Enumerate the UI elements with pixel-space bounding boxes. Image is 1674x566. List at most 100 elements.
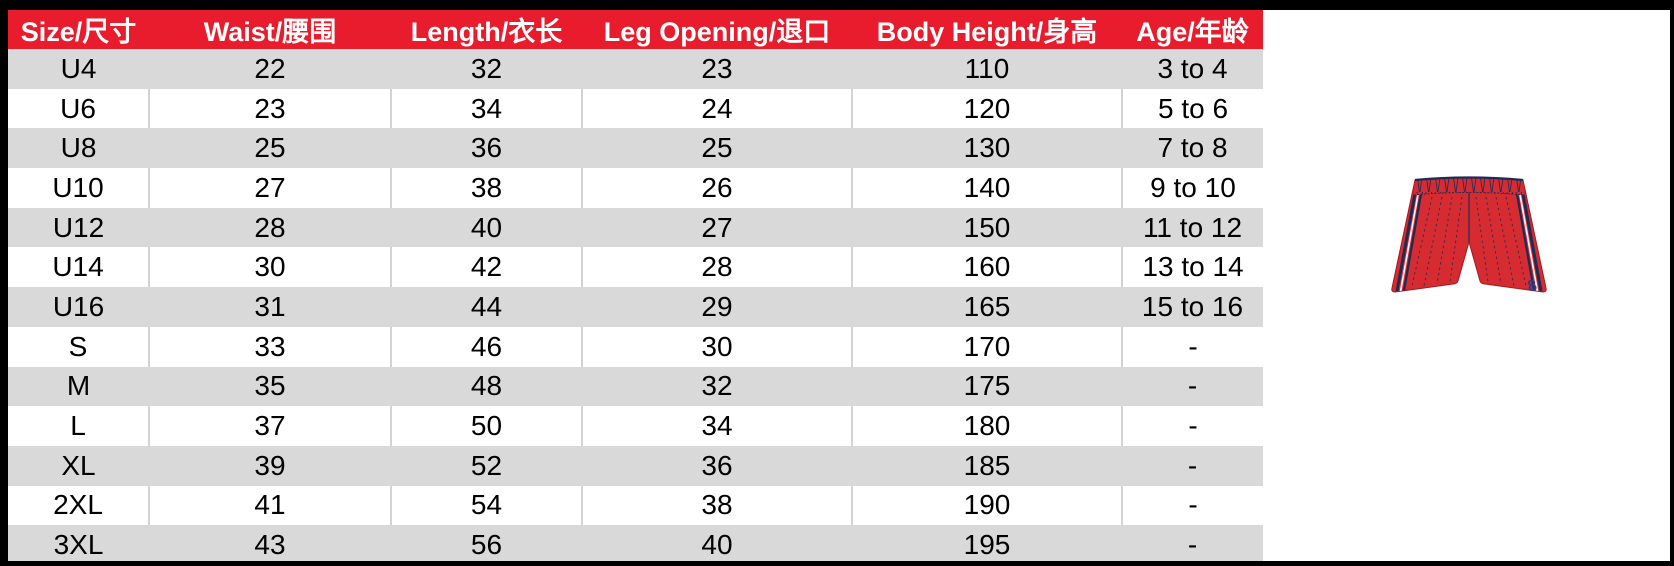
table-cell-age: - [1187, 529, 1198, 561]
table-cell-body-height: 150 [963, 211, 1011, 243]
table-cell-age: 15 to 16 [1141, 290, 1244, 322]
table-row: U14 30 42 28 160 13 to 14 [8, 247, 1263, 288]
table-cell-body-height: 185 [963, 449, 1011, 481]
table-cell-leg-opening: 27 [701, 211, 733, 243]
table-cell-length: 48 [470, 370, 503, 402]
table-row: M 35 48 32 175 - [8, 366, 1263, 407]
table-cell-leg-opening: 23 [701, 52, 733, 84]
table-cell-waist: 35 [254, 370, 286, 402]
table-cell-waist: 27 [149, 168, 392, 208]
table-cell-leg-opening: 32 [701, 370, 733, 402]
size-chart-table: Size/尺寸 Waist/腰围 Length/衣长 Leg Opening/退口 Bo… [8, 10, 1263, 561]
table-cell-length: 34 [391, 88, 583, 129]
column-header-leg-opening: Leg Opening/退口 [582, 10, 852, 49]
table-cell-size: M [66, 370, 91, 402]
table-cell-age: - [1187, 449, 1198, 481]
table-cell-leg-opening: 28 [582, 247, 853, 288]
table-cell-body-height: 130 [963, 132, 1011, 164]
column-header-length: Length/衣长 [391, 10, 582, 49]
table-cell-leg-opening: 40 [701, 529, 733, 561]
shorts-illustration: 8 [1391, 176, 1547, 296]
table-row: U8 25 36 25 130 7 to 8 [8, 128, 1263, 169]
table-cell-body-height: 120 [852, 88, 1123, 129]
table-cell-size: L [8, 406, 150, 446]
shorts-side-stripes [1395, 179, 1543, 292]
table-row: U12 28 40 27 150 11 to 12 [8, 207, 1263, 248]
table-cell-size: S [8, 326, 150, 367]
table-cell-length: 42 [391, 247, 583, 288]
header-row: Size/尺寸 Waist/腰围 Length/衣长 Leg Opening/退口 Bo… [8, 10, 1263, 49]
table-cell-body-height: 170 [852, 326, 1123, 367]
table-cell-leg-opening: 30 [582, 326, 853, 367]
table-cell-size: U4 [60, 52, 97, 84]
table-cell-age: - [1188, 330, 1198, 362]
table-cell-leg-opening: 26 [582, 168, 853, 208]
table-cell-leg-opening: 25 [701, 132, 733, 164]
shorts-waistband [1413, 177, 1525, 196]
table-row: U6 23 34 24 120 5 to 6 [8, 88, 1263, 129]
table-cell-body-height: 140 [852, 168, 1123, 208]
table-cell-length: 56 [470, 529, 503, 561]
table-cell-body-height: 180 [852, 406, 1123, 446]
table-cell-length: 40 [470, 211, 503, 243]
table-cell-length: 38 [391, 168, 583, 208]
table-cell-waist: 22 [254, 52, 286, 84]
table-cell-waist: 33 [149, 326, 392, 367]
table-cell-waist: 23 [149, 88, 392, 129]
table-cell-length: 50 [391, 406, 583, 446]
table-cell-size: XL [61, 449, 96, 481]
table-cell-body-height: 190 [852, 485, 1123, 526]
table-cell-body-height: 165 [963, 290, 1011, 322]
table-cell-size: U10 [8, 168, 150, 208]
column-header-age: Age/年龄 [1122, 10, 1263, 49]
table-cell-body-height: 195 [963, 529, 1011, 561]
table-cell-body-height: 175 [963, 370, 1011, 402]
shorts-waist-edge [1414, 176, 1524, 182]
table-cell-size: U16 [52, 290, 105, 322]
table-body: U4 22 32 23 110 3 to 4 U6 23 34 24 120 5 to 6 U8 25 36… [8, 49, 1263, 561]
table-row: XL 39 52 36 185 - [8, 445, 1263, 486]
table-cell-age: - [1188, 489, 1198, 521]
table-cell-size: U8 [60, 132, 97, 164]
table-cell-body-height: 160 [852, 247, 1123, 288]
table-cell-length: 46 [391, 326, 583, 367]
table-cell-size: 3XL [53, 529, 104, 561]
table-cell-size: U12 [52, 211, 105, 243]
table-cell-age: 5 to 6 [1157, 92, 1229, 124]
table-cell-age: - [1187, 370, 1198, 402]
table-cell-age: 13 to 14 [1142, 251, 1244, 283]
table-cell-leg-opening: 34 [582, 406, 853, 446]
table-cell-length: 36 [470, 132, 503, 164]
table-cell-length: 54 [391, 485, 583, 526]
table-cell-leg-opening: 24 [582, 88, 853, 129]
table-cell-age: 7 to 8 [1157, 132, 1228, 164]
table-cell-length: 44 [470, 290, 503, 322]
table-row: U4 22 32 23 110 3 to 4 [8, 49, 1263, 89]
table-row: 2XL 41 54 38 190 - [8, 485, 1263, 526]
table-cell-leg-opening: 36 [701, 449, 733, 481]
table-cell-age: 11 to 12 [1142, 211, 1243, 243]
column-header-body-height: Body Height/身高 [852, 10, 1122, 49]
table-cell-waist: 43 [254, 529, 286, 561]
table-cell-waist: 41 [149, 485, 392, 526]
table-cell-leg-opening: 38 [582, 485, 853, 526]
table-cell-waist: 37 [149, 406, 392, 446]
table-cell-age: 9 to 10 [1150, 171, 1236, 203]
table-cell-size: U14 [8, 247, 150, 288]
table-cell-body-height: 110 [964, 52, 1010, 84]
table-row: 3XL 43 56 40 195 - [8, 525, 1263, 561]
shorts-number: 8 [1526, 277, 1538, 295]
table-cell-leg-opening: 29 [701, 290, 733, 322]
column-header-waist: Waist/腰围 [149, 10, 391, 49]
table-cell-waist: 28 [254, 211, 286, 243]
table-cell-size: 2XL [8, 485, 150, 526]
table-cell-waist: 39 [254, 449, 286, 481]
table-cell-age: 3 to 4 [1157, 52, 1228, 84]
column-header-size: Size/尺寸 [8, 10, 149, 49]
table-cell-size: U6 [8, 88, 150, 129]
table-cell-waist: 30 [149, 247, 392, 288]
table-cell-length: 32 [470, 52, 503, 84]
table-cell-length: 52 [470, 449, 503, 481]
table-row: U16 31 44 29 165 15 to 16 [8, 287, 1263, 327]
